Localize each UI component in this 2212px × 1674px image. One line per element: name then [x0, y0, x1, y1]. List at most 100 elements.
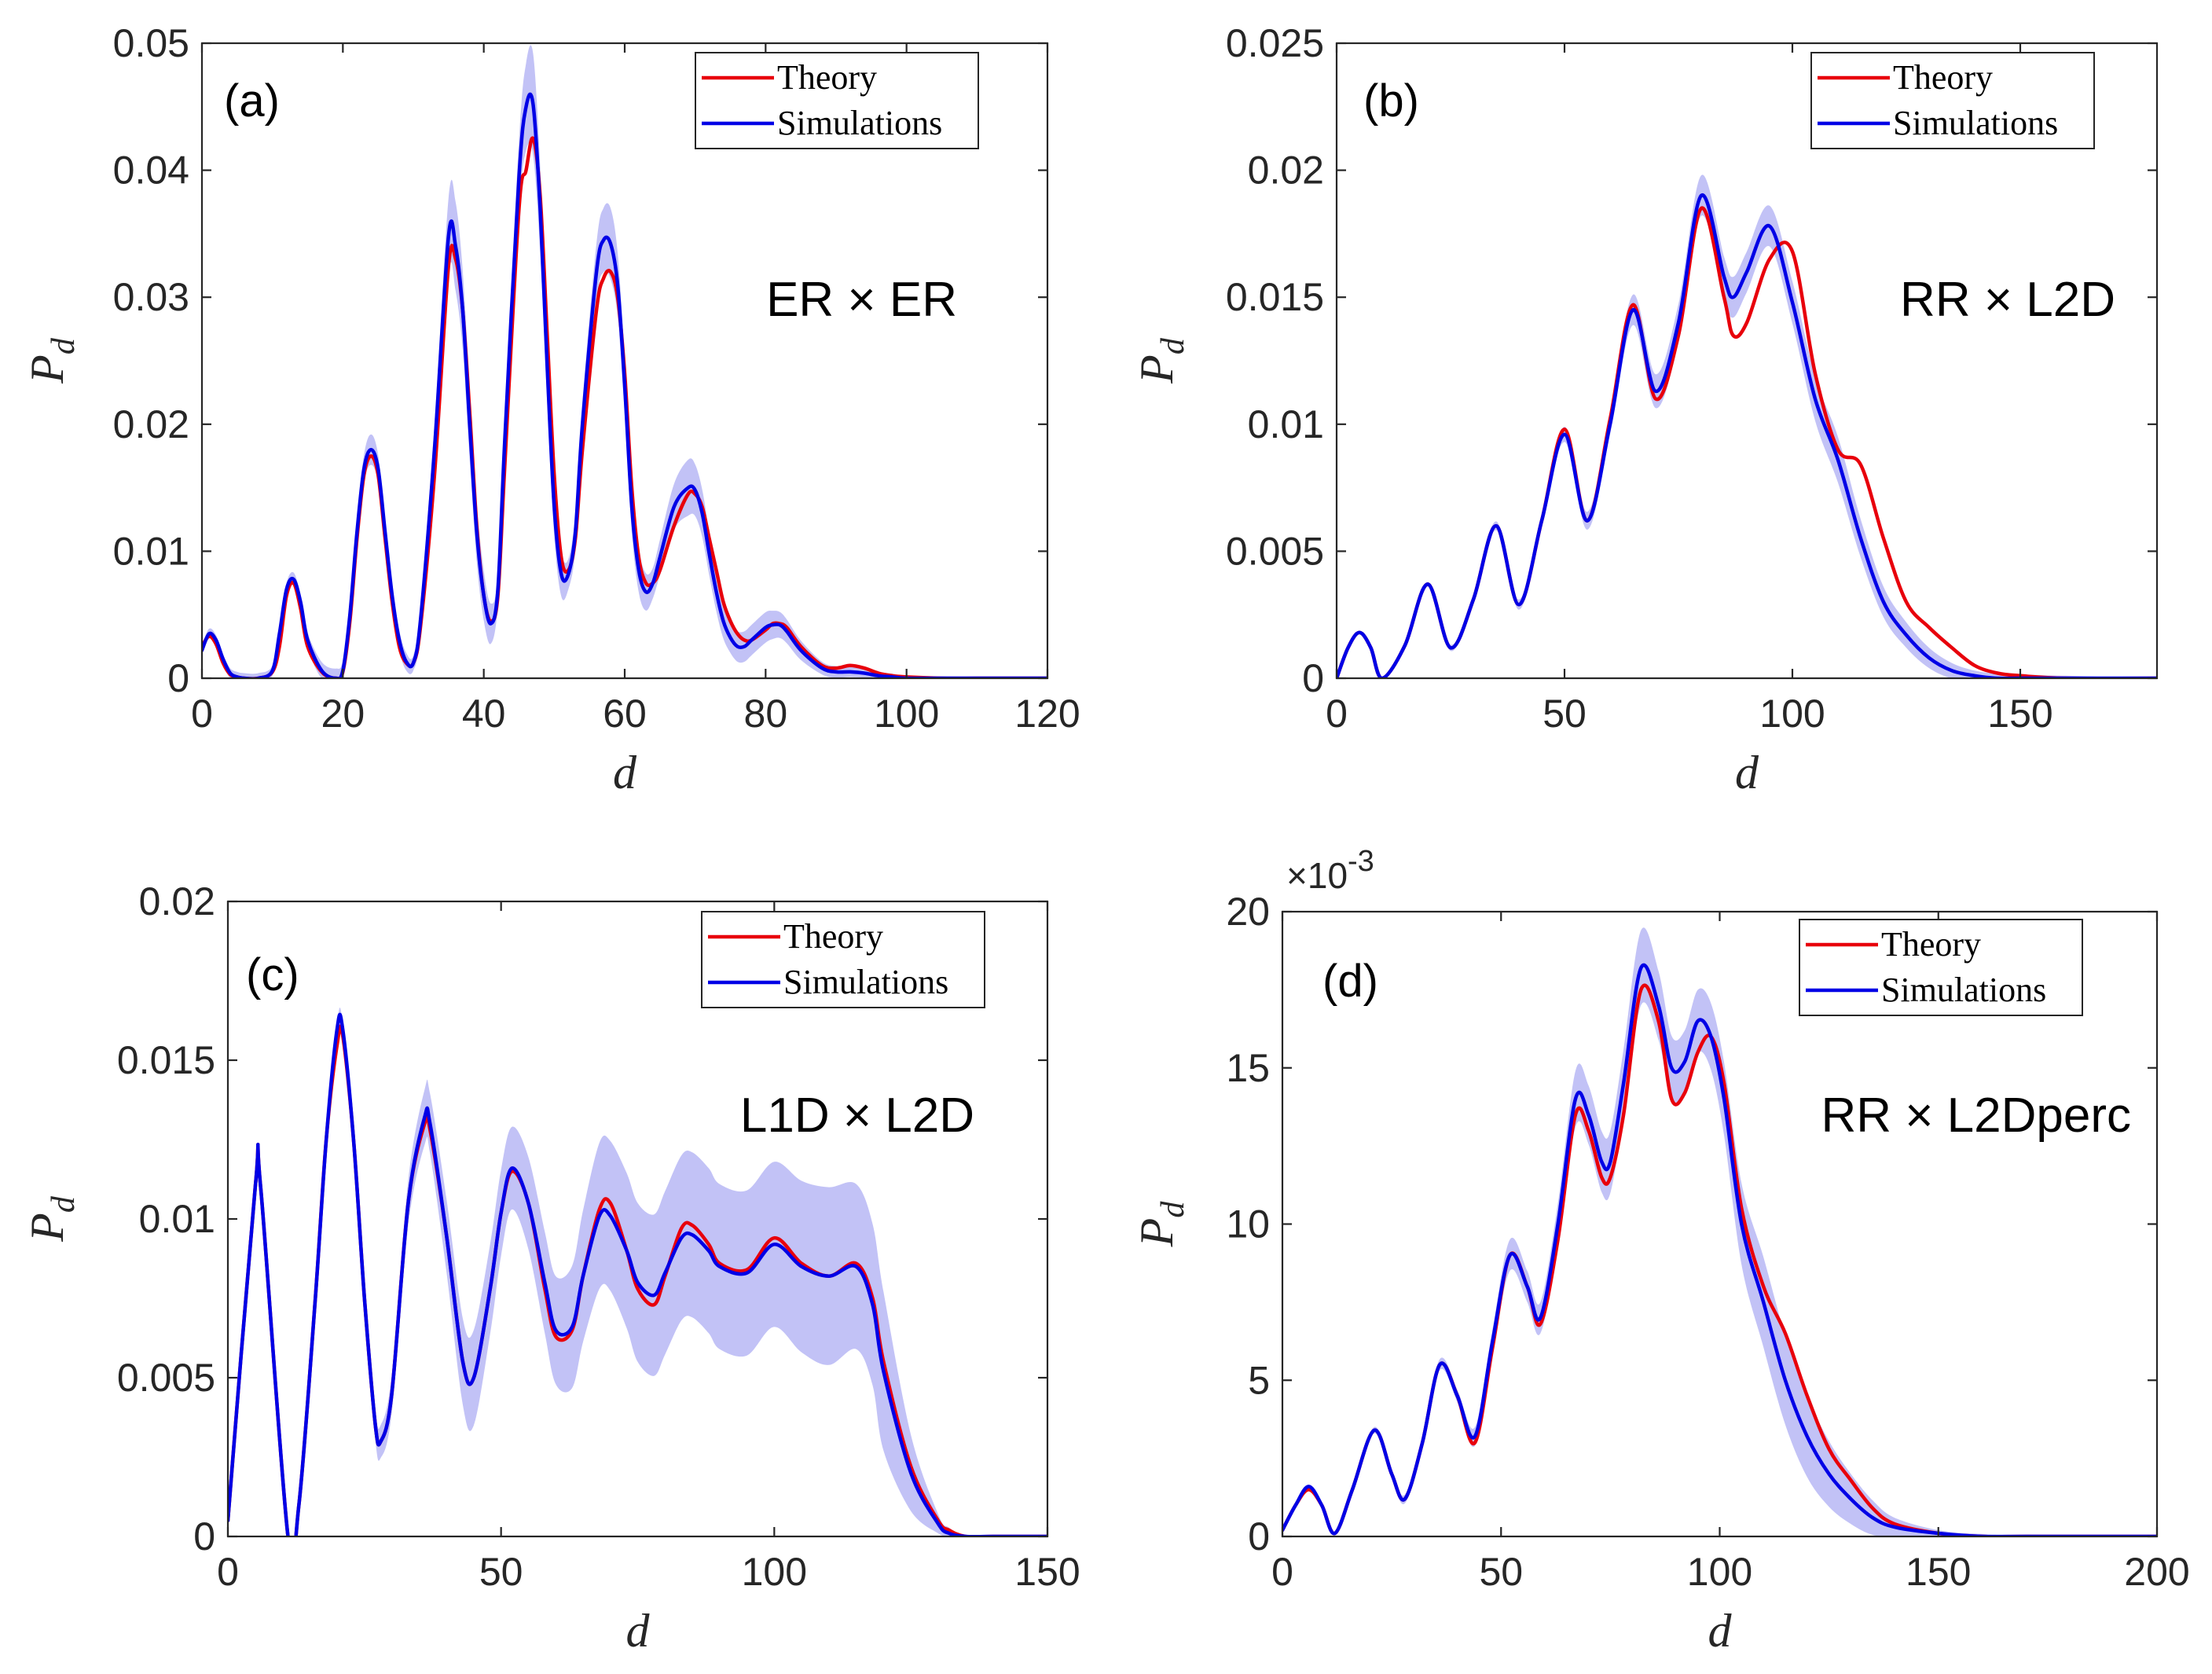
- x-tick-label: 100: [1759, 692, 1825, 736]
- x-tick-label: 120: [1014, 692, 1080, 736]
- plot-area: [202, 45, 1047, 678]
- y-tick-label: 0.02: [139, 879, 215, 923]
- network-annotation: ER × ER: [766, 273, 957, 327]
- y-tick-label: 0: [1302, 656, 1324, 700]
- y-axis-label: Pd: [1131, 337, 1191, 384]
- y-axis-label: Pd: [1131, 1201, 1191, 1248]
- y-axis-label-main: P: [1131, 354, 1183, 384]
- y-tick-label: 0.015: [117, 1038, 215, 1082]
- y-tick-label: 10: [1226, 1202, 1270, 1246]
- series-line-simulations: [1282, 963, 2157, 1536]
- x-tick-label: 80: [744, 692, 788, 736]
- x-axis-label: d: [613, 747, 637, 798]
- x-tick-label: 0: [1271, 1550, 1293, 1594]
- network-annotation: RR × L2Dperc: [1821, 1088, 2131, 1143]
- legend-label-theory: Theory: [1893, 58, 1993, 97]
- legend: Theory Simulations: [1810, 52, 2095, 149]
- x-tick-label: 100: [742, 1550, 807, 1594]
- y-tick-label: 15: [1226, 1046, 1270, 1090]
- x-tick-label: 60: [603, 692, 647, 736]
- x-tick-label: 0: [217, 1550, 239, 1594]
- y-tick-label: 0.03: [113, 275, 189, 319]
- legend-label-simulations: Simulations: [1893, 104, 2058, 142]
- x-axis-label: d: [1708, 1605, 1733, 1657]
- x-tick-label: 200: [2124, 1550, 2189, 1594]
- series-line-simulations: [1337, 193, 2157, 678]
- y-axis-label-group: Pd: [21, 1195, 82, 1243]
- x-tick-label: 0: [191, 692, 213, 736]
- y-tick-label: 0.015: [1226, 275, 1324, 319]
- x-tick-label: 50: [479, 1550, 523, 1594]
- y-scale-multiplier: ×10-3: [1286, 845, 1374, 896]
- x-tick-label: 20: [321, 692, 365, 736]
- y-tick-label: 0.01: [113, 529, 189, 573]
- y-tick-label: 20: [1226, 890, 1270, 934]
- y-axis-label-main: P: [21, 1213, 73, 1243]
- x-axis-label: d: [626, 1605, 651, 1657]
- legend-label-theory: Theory: [1881, 925, 1981, 964]
- y-tick-label: 0.02: [113, 402, 189, 446]
- x-tick-label: 150: [1906, 1550, 1971, 1594]
- y-tick-label: 5: [1248, 1358, 1270, 1402]
- x-tick-label: 150: [1014, 1550, 1080, 1594]
- y-tick-label: 0: [167, 656, 189, 700]
- y-axis-label-subscript: d: [1155, 337, 1191, 354]
- x-tick-label: 150: [1987, 692, 2052, 736]
- y-axis-label-subscript: d: [46, 337, 82, 354]
- simulation-confidence-band: [1282, 927, 2157, 1536]
- y-axis-label-subscript: d: [1155, 1201, 1191, 1218]
- chart-panel-2: 0 50 100 15000.0050.010.0150.020.025dPd(b)R…: [1131, 21, 2159, 798]
- legend-box: [1810, 52, 2095, 149]
- legend-box: [1799, 919, 2083, 1016]
- legend-label-simulations: Simulations: [1881, 971, 2046, 1009]
- legend-label-theory: Theory: [777, 58, 877, 97]
- legend-label-simulations: Simulations: [783, 963, 948, 1001]
- y-axis-label-group: Pd: [1131, 337, 1191, 384]
- x-tick-label: 100: [874, 692, 939, 736]
- y-axis-label: Pd: [21, 1195, 82, 1243]
- x-tick-label: 40: [462, 692, 506, 736]
- x-tick-label: 50: [1543, 692, 1587, 736]
- panel-label: (a): [224, 75, 280, 127]
- y-axis-label-main: P: [21, 354, 73, 384]
- y-tick-label: 0.04: [113, 149, 189, 193]
- y-axis-label-group: Pd: [21, 337, 82, 384]
- legend-label-theory: Theory: [783, 917, 883, 956]
- panel-label: (b): [1363, 75, 1419, 127]
- series-line-simulations: [202, 92, 1047, 678]
- legend: Theory Simulations: [701, 911, 985, 1008]
- legend-box: [695, 52, 979, 149]
- y-axis-label-main: P: [1131, 1218, 1183, 1248]
- y-tick-label: 0.01: [1248, 402, 1324, 446]
- legend: Theory Simulations: [695, 52, 979, 149]
- y-tick-label: 0.005: [1226, 529, 1324, 573]
- x-tick-label: 100: [1687, 1550, 1752, 1594]
- panel-label: (c): [246, 949, 299, 1000]
- axes-frame: [1335, 42, 2159, 680]
- plot-area: [1282, 927, 2157, 1536]
- x-tick-label: 50: [1479, 1550, 1523, 1594]
- simulation-confidence-band: [1337, 174, 2157, 678]
- y-scale-exponent: -3: [1348, 845, 1374, 878]
- legend-box: [701, 911, 985, 1008]
- legend-label-simulations: Simulations: [777, 104, 942, 142]
- x-axis-label: d: [1735, 747, 1759, 798]
- y-tick-label: 0.05: [113, 21, 189, 65]
- y-axis-label: Pd: [21, 337, 82, 384]
- series-line-simulations: [228, 1012, 1047, 1536]
- y-axis-label-subscript: d: [46, 1195, 82, 1213]
- x-tick-label: 0: [1326, 692, 1348, 736]
- y-tick-label: 0: [193, 1514, 215, 1558]
- legend: Theory Simulations: [1799, 919, 2083, 1016]
- y-tick-label: 0.01: [139, 1197, 215, 1241]
- y-tick-label: 0.005: [117, 1356, 215, 1400]
- y-axis-label-group: Pd: [1131, 1201, 1191, 1248]
- network-annotation: L1D × L2D: [740, 1088, 974, 1143]
- plot-area: [1337, 174, 2157, 678]
- plot-area: [228, 1008, 1047, 1536]
- network-annotation: RR × L2D: [1900, 273, 2115, 327]
- y-tick-label: 0.02: [1248, 149, 1324, 193]
